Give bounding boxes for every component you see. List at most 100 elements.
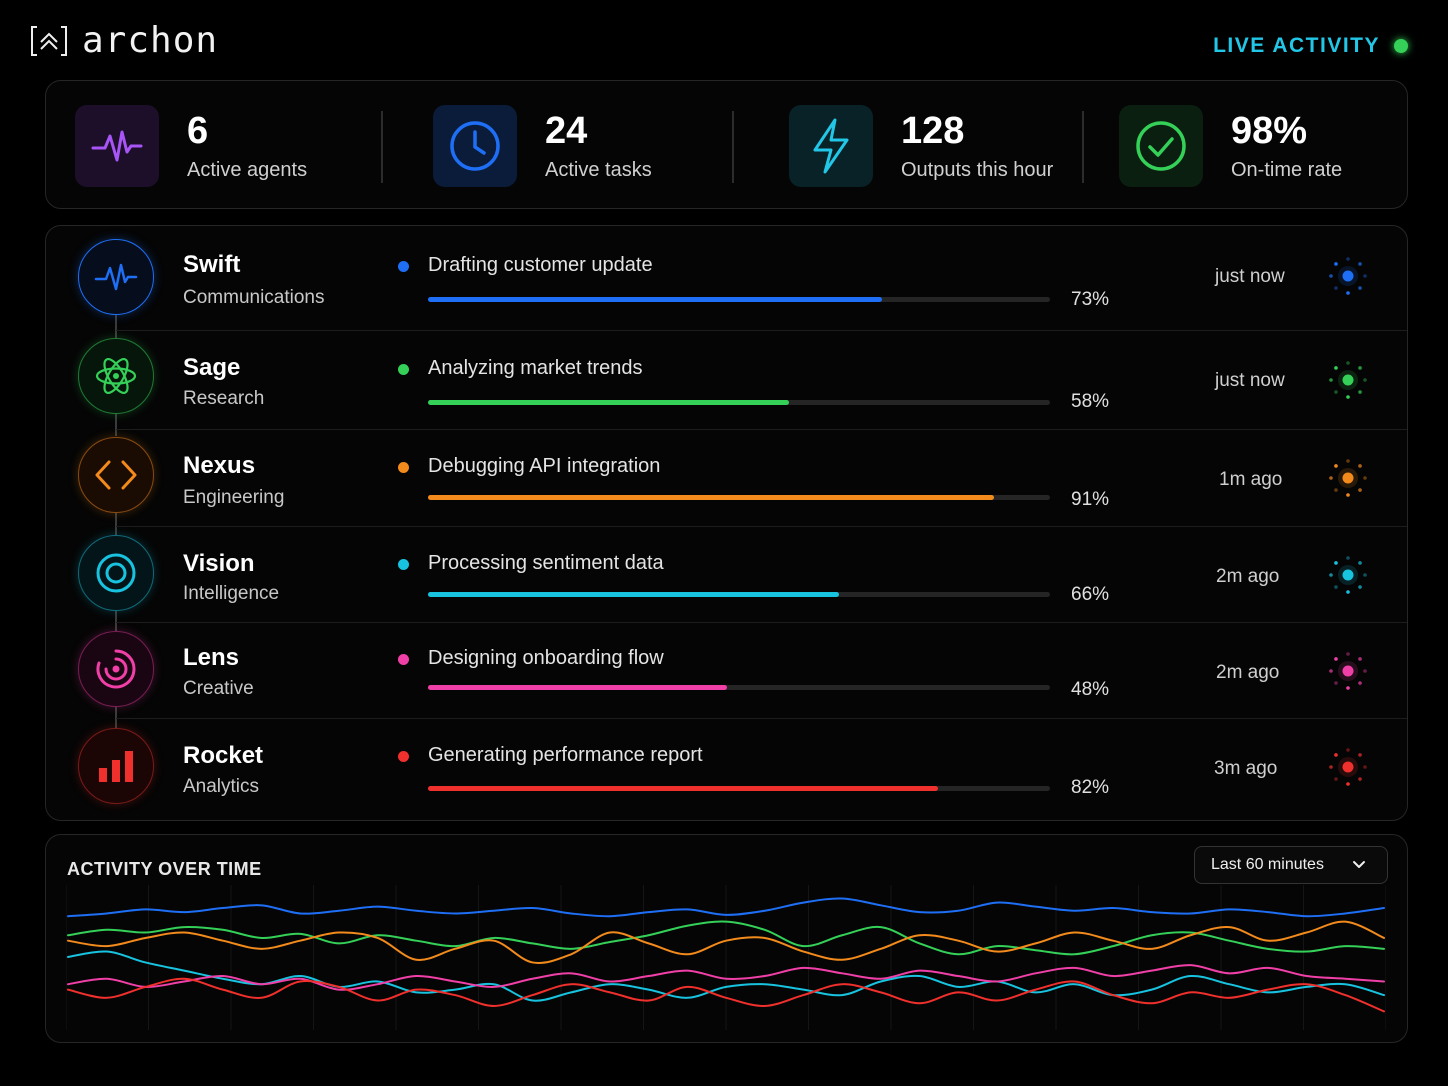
task-label: Analyzing market trends <box>428 357 643 379</box>
stat-label: Active tasks <box>545 158 652 181</box>
agent-department: Communications <box>183 287 325 308</box>
activity-panel: ACTIVITY OVER TIME Last 60 minutes <box>45 834 1408 1043</box>
agent-department: Intelligence <box>183 583 280 604</box>
progress-fill <box>428 592 839 597</box>
check-circle-icon <box>1119 105 1203 187</box>
agent-connector <box>115 513 117 536</box>
stat-outputs: 128 Outputs this hour <box>789 105 1053 187</box>
brand-logo[interactable]: archon <box>28 20 218 61</box>
row-divider <box>116 330 1407 331</box>
agent-department: Research <box>183 388 265 409</box>
chevron-down-icon <box>1352 861 1365 868</box>
stat-divider <box>1082 111 1084 183</box>
activity-title: ACTIVITY OVER TIME <box>67 859 262 879</box>
activity-spinner-icon <box>1326 553 1370 597</box>
chart-series-line-2 <box>67 920 1385 964</box>
chart-series-line-0 <box>67 897 1385 918</box>
agent-row-swift[interactable]: Swift Communications Drafting customer u… <box>46 226 1408 330</box>
task-label: Generating performance report <box>428 744 703 766</box>
task-status-dot <box>398 751 409 762</box>
live-status-dot <box>1394 39 1408 53</box>
chart-series-line-3 <box>67 950 1385 1002</box>
time-range-dropdown[interactable]: Last 60 minutes <box>1194 846 1388 884</box>
stat-value: 98% <box>1231 109 1308 152</box>
agent-name: Lens <box>183 644 240 671</box>
agent-connector <box>115 610 117 632</box>
task-status-dot <box>398 654 409 665</box>
activity-spinner-icon <box>1326 456 1370 500</box>
atom-icon <box>78 338 154 414</box>
last-updated: 2m ago <box>1216 662 1280 683</box>
agent-name: Swift <box>183 251 241 278</box>
agent-name: Sage <box>183 354 241 381</box>
agent-name: Nexus <box>183 452 256 479</box>
stat-active-agents: 6 Active agents <box>75 105 307 187</box>
task-status-dot <box>398 462 409 473</box>
agent-connector <box>115 315 117 338</box>
agent-name: Rocket <box>183 742 264 769</box>
last-updated: just now <box>1215 370 1285 391</box>
progress-percent: 66% <box>1071 584 1110 605</box>
stat-on-time: 98% On-time rate <box>1119 105 1342 187</box>
spiral-icon <box>78 631 154 707</box>
agents-panel: Swift Communications Drafting customer u… <box>45 225 1408 821</box>
progress-percent: 82% <box>1071 777 1110 798</box>
progress-bar <box>428 297 1050 302</box>
agent-department: Engineering <box>183 487 285 508</box>
live-activity-label: LIVE ACTIVITY <box>1213 34 1380 57</box>
stat-label: Outputs this hour <box>901 158 1054 181</box>
stats-panel: 6 Active agents 24 Active tasks 128 Outp… <box>45 80 1408 209</box>
progress-bar <box>428 685 1050 690</box>
brand-name: archon <box>82 20 219 61</box>
stat-active-tasks: 24 Active tasks <box>433 105 652 187</box>
pulse-icon <box>78 239 154 315</box>
activity-spinner-icon <box>1326 254 1370 298</box>
last-updated: 1m ago <box>1219 469 1283 490</box>
bar-chart-icon <box>78 728 154 804</box>
code-icon <box>78 437 154 513</box>
stat-value: 24 <box>545 109 588 152</box>
stat-divider <box>381 111 383 183</box>
last-updated: just now <box>1215 266 1285 287</box>
progress-percent: 48% <box>1071 679 1110 700</box>
agent-connector <box>115 413 117 436</box>
task-status-dot <box>398 559 409 570</box>
activity-spinner-icon <box>1326 358 1370 402</box>
target-icon <box>78 535 154 611</box>
row-divider <box>116 622 1407 623</box>
chart-series-line-1 <box>67 920 1385 956</box>
archon-logo-icon <box>28 23 70 59</box>
agent-connector <box>115 705 117 728</box>
stat-value: 128 <box>901 109 965 152</box>
progress-percent: 58% <box>1071 391 1110 412</box>
progress-bar <box>428 592 1050 597</box>
clock-icon <box>433 105 517 187</box>
chart-series-line-5 <box>67 977 1385 1013</box>
agent-row-lens[interactable]: Lens Creative Designing onboarding flow … <box>46 622 1408 718</box>
stat-divider <box>732 111 734 183</box>
agent-row-rocket[interactable]: Rocket Analytics Generating performance … <box>46 718 1408 820</box>
agent-row-nexus[interactable]: Nexus Engineering Debugging API integrat… <box>46 429 1408 526</box>
progress-fill <box>428 786 939 791</box>
agent-row-sage[interactable]: Sage Research Analyzing market trends 58… <box>46 330 1408 429</box>
task-status-dot <box>398 261 409 272</box>
progress-fill <box>428 400 789 405</box>
task-status-dot <box>398 364 409 375</box>
row-divider <box>116 526 1407 527</box>
progress-fill <box>428 495 995 500</box>
last-updated: 2m ago <box>1216 566 1280 587</box>
progress-percent: 73% <box>1071 289 1110 310</box>
task-label: Debugging API integration <box>428 455 661 477</box>
activity-spinner-icon <box>1326 745 1370 789</box>
agent-department: Analytics <box>183 776 260 797</box>
stat-label: Active agents <box>187 158 308 181</box>
row-divider <box>116 718 1407 719</box>
task-label: Drafting customer update <box>428 254 653 276</box>
stat-value: 6 <box>187 109 209 152</box>
task-label: Designing onboarding flow <box>428 647 664 669</box>
agent-row-vision[interactable]: Vision Intelligence Processing sentiment… <box>46 526 1408 622</box>
task-label: Processing sentiment data <box>428 552 664 574</box>
progress-fill <box>428 685 727 690</box>
progress-bar <box>428 495 1050 500</box>
progress-percent: 91% <box>1071 489 1110 510</box>
